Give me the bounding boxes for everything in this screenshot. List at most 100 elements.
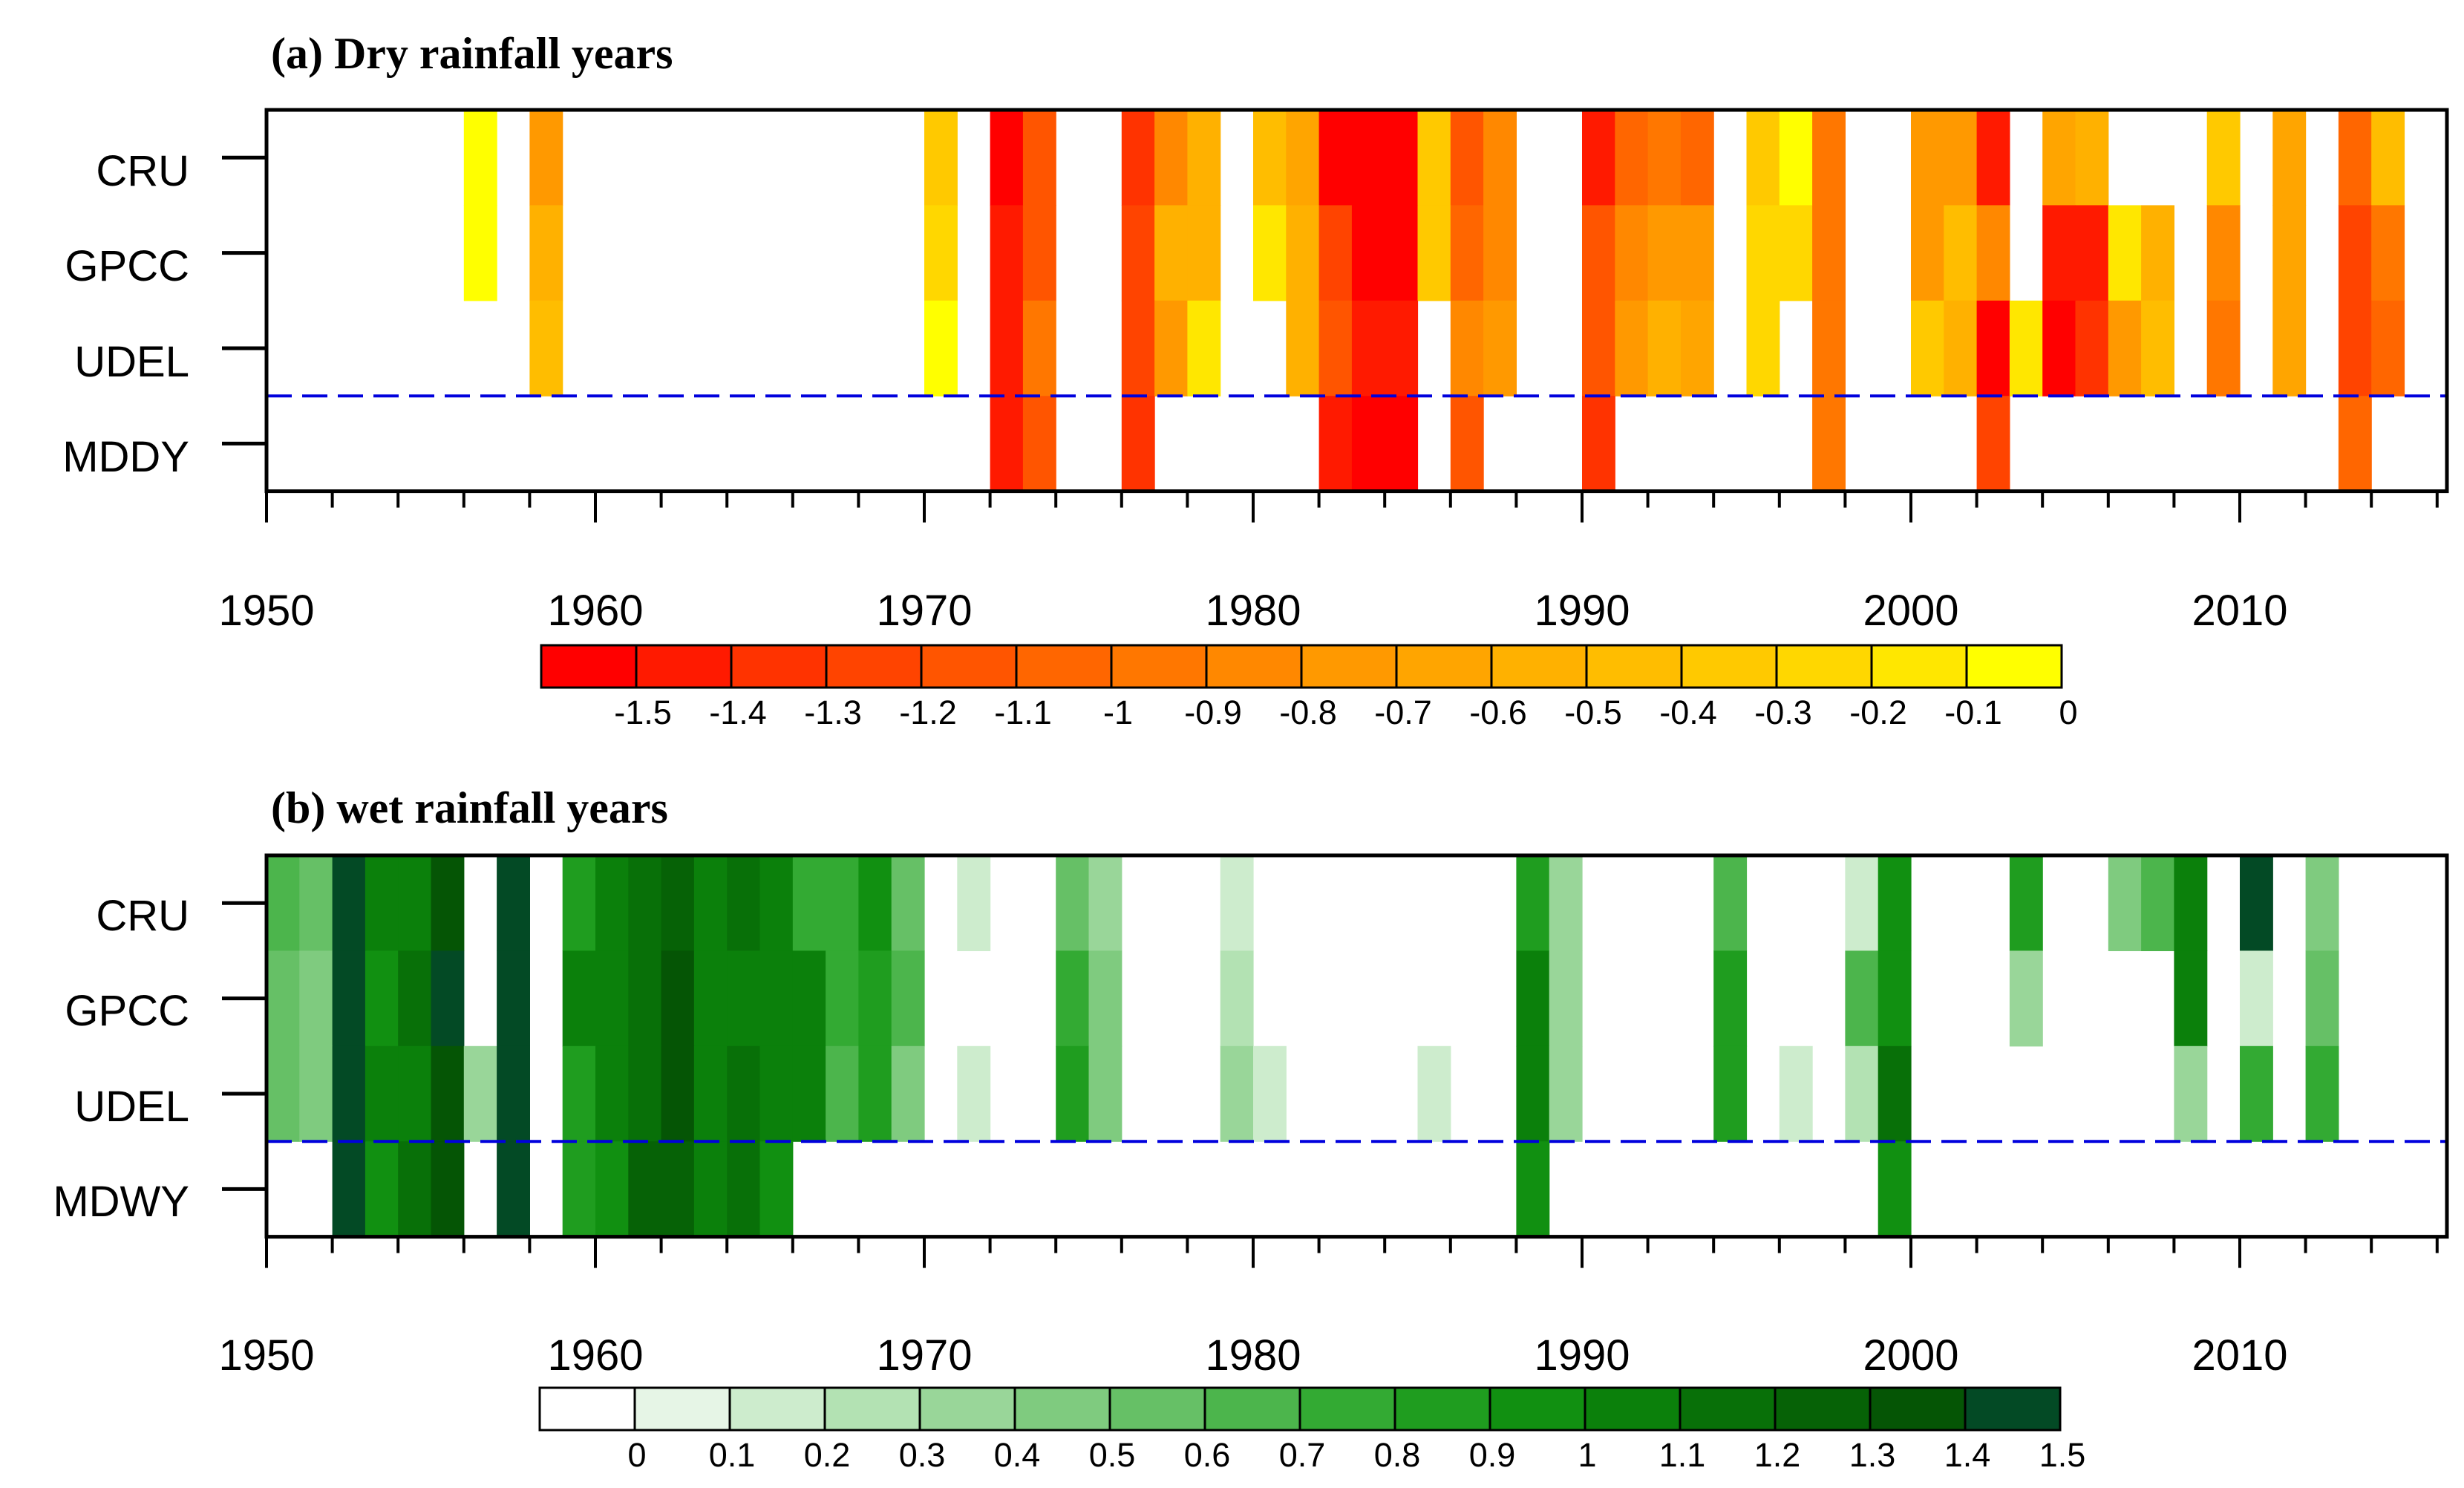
heatmap-cell (1253, 205, 1287, 301)
heatmap-cell (628, 855, 662, 951)
heatmap-cell (1022, 300, 1056, 397)
x-tick-label: 2000 (1863, 1331, 1958, 1380)
x-tick-label: 1950 (218, 587, 314, 635)
heatmap-cell (1088, 950, 1122, 1047)
heatmap-cell (2338, 110, 2372, 206)
heatmap-cell (2240, 950, 2273, 1047)
heatmap-cell (497, 855, 530, 951)
colorbar-label-layer: 0 0.1 0.2 0.3 0.4 0.5 0.6 0.7 0.8 0.9 1 … (627, 1436, 2085, 1474)
heatmap-cell (463, 1045, 497, 1142)
heatmap-cell (1812, 300, 1846, 397)
heatmap-cell (2272, 205, 2307, 301)
heatmap-cell (398, 855, 432, 951)
x-tick-label: 1990 (1534, 587, 1630, 635)
heatmap-cell (1121, 300, 1155, 397)
colorbar-label: -1.1 (994, 694, 1052, 731)
heatmap-cell (431, 855, 465, 951)
heatmap-cell (1713, 855, 1748, 951)
heatmap-cell (2009, 855, 2043, 951)
x-tick-label-layer: 1950 1960 1970 1980 1990 2000 2010 (218, 587, 2287, 635)
heatmap-cell (267, 950, 300, 1047)
heatmap-cell (1615, 300, 1649, 397)
heatmap-cell (2206, 205, 2241, 301)
heatmap-cell (1450, 300, 1484, 397)
heatmap-cell (431, 1141, 465, 1238)
heatmap-cell (1154, 300, 1188, 397)
heatmap-cell (1976, 300, 2010, 397)
heatmap-cell (2371, 110, 2405, 206)
heatmap-cell (1812, 205, 1846, 301)
colorbar-label: -0.5 (1564, 694, 1622, 731)
colorbar-swatch (1964, 1386, 2062, 1432)
heatmap-cell (431, 950, 465, 1047)
heatmap-cell (1713, 950, 1748, 1047)
heatmap-cell (2009, 950, 2043, 1047)
heatmap-cell (1582, 300, 1615, 397)
colorbar-label: -0.2 (1849, 694, 1907, 731)
x-tick-label: 1960 (547, 587, 643, 635)
heatmap-cell (2305, 855, 2339, 951)
colorbar-label: -0.8 (1279, 694, 1337, 731)
heatmap-cell (2305, 950, 2339, 1047)
heatmap-cell (2338, 205, 2372, 301)
heatmap-cell (1845, 855, 1879, 951)
colorbar-swatch (728, 1386, 826, 1432)
heatmap-cell (299, 950, 333, 1047)
heatmap-cell (529, 300, 563, 397)
heatmap-cell (1187, 110, 1221, 206)
colorbar-swatch (633, 1386, 731, 1432)
heatmap-cell (661, 855, 695, 951)
heatmap-cell (1779, 110, 1813, 206)
colorbar-dry (540, 644, 2063, 689)
heatmap-cell (891, 1045, 925, 1142)
x-tick-label: 1980 (1205, 587, 1301, 635)
heatmap-cell (826, 855, 859, 951)
heatmap-cell (826, 950, 859, 1047)
heatmap-cell (2141, 300, 2174, 397)
heatmap-cell (497, 1141, 530, 1238)
heatmap-cell (693, 950, 728, 1047)
plot-frame (264, 108, 2449, 494)
heatmap-cell (1318, 205, 1353, 301)
colorbar-label: 0.8 (1374, 1436, 1421, 1474)
heatmap-cell (529, 110, 563, 206)
heatmap-cell (1746, 110, 1780, 206)
colorbar-label: 0 (2059, 694, 2077, 731)
heatmap-cell (1088, 1045, 1122, 1142)
heatmap-cell (1845, 950, 1879, 1047)
heatmap-cell (2075, 205, 2109, 301)
heatmap-cell (1450, 205, 1484, 301)
heatmap-cell (1976, 205, 2010, 301)
heatmap-cell (1582, 110, 1615, 206)
heatmap-cell (2240, 855, 2273, 951)
heatmap-cell (2174, 950, 2208, 1047)
heatmap-cell (1253, 110, 1287, 206)
heatmap-cell (1812, 396, 1846, 492)
heatmap-cell (1022, 205, 1056, 301)
colorbar-swatch (1965, 644, 2063, 689)
heatmap-cell (1615, 205, 1649, 301)
heatmap-cell (1187, 205, 1221, 301)
heatmap-cell (1647, 110, 1682, 206)
heatmap-cell (595, 950, 629, 1047)
heatmap-cell (1220, 1045, 1254, 1142)
heatmap-cell (1385, 396, 1419, 492)
colorbar-swatch (1203, 1386, 1301, 1432)
colorbar-swatch (1585, 644, 1683, 689)
colorbar-label: 1.3 (1849, 1436, 1896, 1474)
heatmap-cell (332, 1045, 366, 1142)
colorbar-swatch (1584, 1386, 1682, 1432)
heatmap-cell (365, 1141, 399, 1238)
row-label-udel: UDEL (74, 338, 189, 386)
heatmap-cell (529, 205, 563, 301)
x-tick-label: 1980 (1205, 1331, 1301, 1380)
panel-dry: (a) Dry rainfall years CRU GPCC UDEL MDD… (62, 29, 2449, 731)
cell-layer (222, 108, 2449, 523)
heatmap-cell (1351, 205, 1385, 301)
heatmap-cell (463, 110, 497, 206)
heatmap-cell (858, 855, 892, 951)
heatmap-cell (1878, 1045, 1912, 1142)
heatmap-cell (1286, 110, 1320, 206)
colorbar-label: 1.1 (1659, 1436, 1706, 1474)
colorbar-label: 0.6 (1184, 1436, 1231, 1474)
